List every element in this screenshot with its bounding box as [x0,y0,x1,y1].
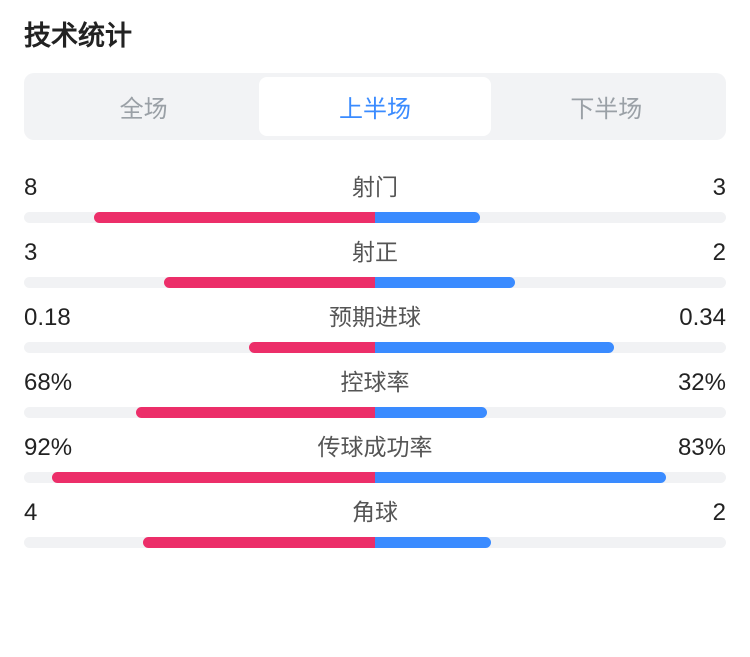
stat-bar-left [94,212,375,223]
tab-label: 上半场 [339,96,411,123]
stat-bar-left [52,472,375,483]
stats-list: 8射门33射正20.18预期进球0.3468%控球率32%92%传球成功率83%… [24,168,726,548]
stat-bar-left [136,407,375,418]
stat-label: 角球 [84,493,666,527]
stat-row: 3射正2 [24,233,726,288]
tab-full-match[interactable]: 全场 [28,77,259,136]
stat-header: 8射门3 [24,168,726,202]
stat-right-value: 2 [666,239,726,267]
stat-row: 92%传球成功率83% [24,428,726,483]
stat-header: 0.18预期进球0.34 [24,298,726,332]
stat-label: 传球成功率 [84,428,666,462]
stat-right-value: 32% [666,369,726,397]
stat-label: 控球率 [84,363,666,397]
stat-row: 8射门3 [24,168,726,223]
stat-right-value: 83% [666,434,726,462]
stat-bar-track [24,407,726,418]
stat-left-value: 0.18 [24,304,84,332]
stat-bar-track [24,277,726,288]
stat-header: 4角球2 [24,493,726,527]
stat-row: 68%控球率32% [24,363,726,418]
stats-panel: 技术统计 全场 上半场 下半场 8射门33射正20.18预期进球0.3468%控… [0,0,750,548]
stat-header: 3射正2 [24,233,726,267]
stat-row: 0.18预期进球0.34 [24,298,726,353]
stat-left-value: 68% [24,369,84,397]
tab-label: 下半场 [570,96,642,123]
stat-right-value: 3 [666,174,726,202]
stat-bar-track [24,472,726,483]
stat-left-value: 92% [24,434,84,462]
stat-header: 92%传球成功率83% [24,428,726,462]
tab-second-half[interactable]: 下半场 [491,77,722,136]
stat-bar-right [375,342,614,353]
stat-bar-track [24,342,726,353]
stat-row: 4角球2 [24,493,726,548]
stat-bar-track [24,537,726,548]
stat-left-value: 4 [24,499,84,527]
stat-bar-left [249,342,375,353]
stat-bar-left [164,277,375,288]
tab-label: 全场 [120,96,168,123]
stat-label: 射门 [84,168,666,202]
stat-left-value: 3 [24,239,84,267]
stat-right-value: 0.34 [666,304,726,332]
stat-bar-left [143,537,375,548]
stat-left-value: 8 [24,174,84,202]
stat-bar-right [375,472,666,483]
stat-header: 68%控球率32% [24,363,726,397]
stat-bar-right [375,277,515,288]
tab-first-half[interactable]: 上半场 [259,77,490,136]
period-tabs: 全场 上半场 下半场 [24,73,726,140]
stat-bar-right [375,212,480,223]
stat-right-value: 2 [666,499,726,527]
stat-bar-track [24,212,726,223]
stat-bar-right [375,407,487,418]
stat-label: 预期进球 [84,298,666,332]
stat-label: 射正 [84,233,666,267]
stat-bar-right [375,537,491,548]
page-title: 技术统计 [24,14,726,53]
